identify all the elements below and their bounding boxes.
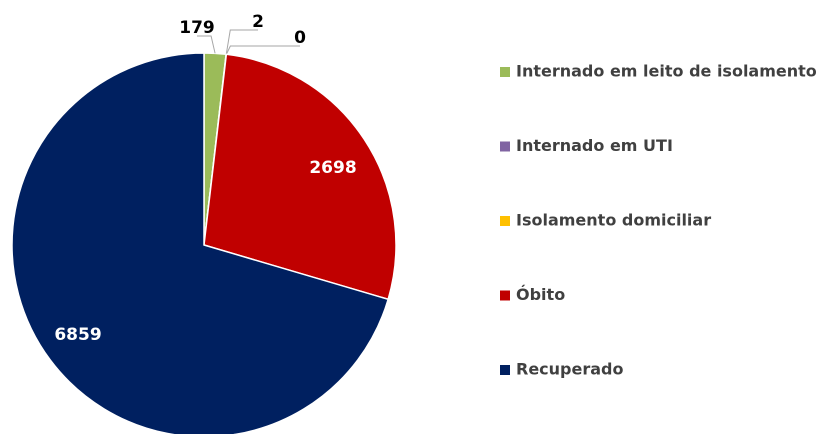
data-label: 179 bbox=[179, 18, 215, 38]
pie-slice bbox=[203, 53, 397, 301]
legend-label: Internado em leito de isolamento bbox=[516, 62, 817, 81]
leader-line bbox=[225, 45, 300, 55]
leader-line bbox=[197, 35, 216, 54]
legend-label: Isolamento domiciliar bbox=[516, 211, 711, 230]
legend-swatch bbox=[500, 216, 510, 226]
legend-swatch bbox=[500, 67, 510, 77]
legend-label: Internado em UTI bbox=[516, 136, 673, 155]
leader-line bbox=[225, 29, 258, 55]
legend-swatch bbox=[500, 290, 510, 301]
legend-label: Óbito bbox=[516, 285, 565, 304]
data-label: 0 bbox=[294, 28, 306, 48]
legend-swatch bbox=[500, 141, 510, 152]
pie-slice bbox=[11, 52, 390, 434]
data-label: 6859 bbox=[54, 325, 101, 345]
data-label: 2698 bbox=[309, 158, 356, 178]
legend-label: Recuperado bbox=[516, 360, 623, 379]
data-label: 2 bbox=[252, 12, 264, 32]
legend-swatch bbox=[500, 365, 510, 375]
